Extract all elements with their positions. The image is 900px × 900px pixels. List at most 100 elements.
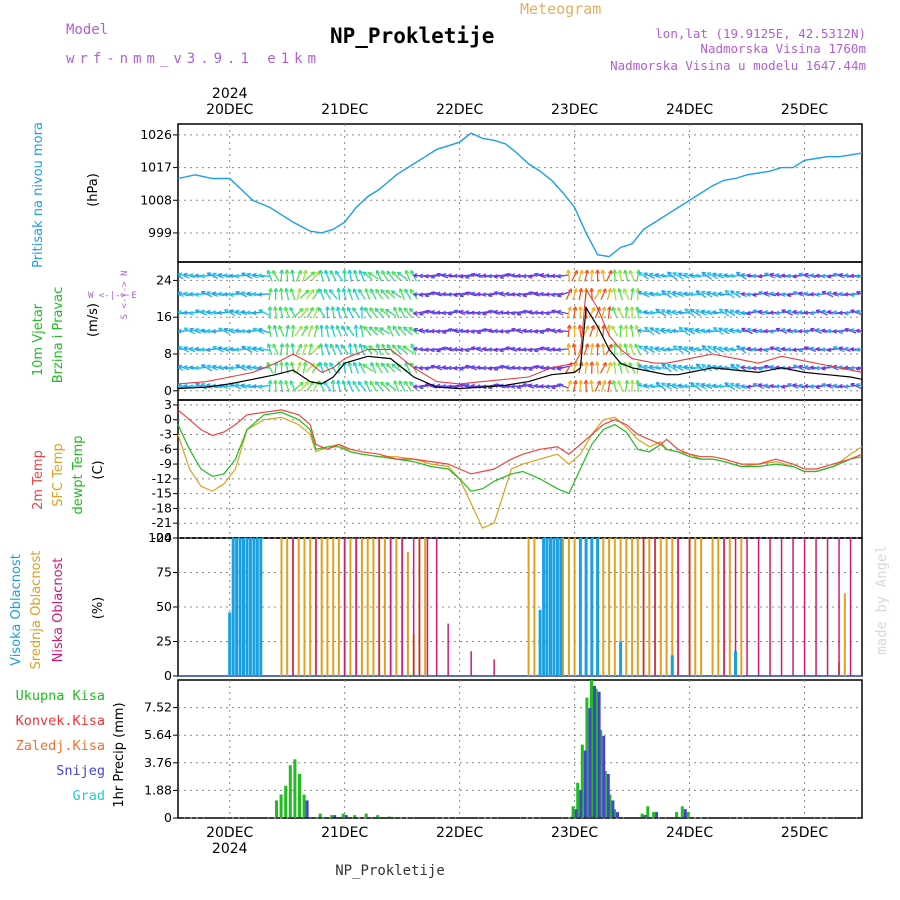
y-tick-label: 1026 <box>140 127 172 142</box>
wind-arrow-head <box>752 292 757 297</box>
wind-compass-ew: W <-|-> E <box>88 291 137 301</box>
wind-arrow-head <box>404 361 409 367</box>
wind-arrow <box>798 365 811 371</box>
wind-arrow-head <box>701 290 706 296</box>
mid-cloud-bar <box>740 538 743 676</box>
wind-arrow <box>590 380 594 393</box>
wind-arrow-head <box>528 291 533 296</box>
wind-arrow-head <box>792 309 797 315</box>
wind-arrow-head <box>706 383 711 388</box>
wind-arrow <box>430 365 443 371</box>
pressure-unit: (hPa) <box>86 173 101 207</box>
wind-arrow-head <box>849 365 855 371</box>
station-title: NP_Prokletije <box>330 24 494 48</box>
wind-arrow-head <box>364 380 369 385</box>
wind-arrow <box>643 345 655 353</box>
wind-arrow-head <box>821 366 826 371</box>
wind-arrow-head <box>596 380 601 385</box>
wind-arrow <box>649 273 661 279</box>
wind-arrow-head <box>257 346 263 352</box>
wind-arrow <box>305 289 315 300</box>
wind-arrow-head <box>746 346 751 352</box>
snow-precip-bar <box>305 800 309 818</box>
high-cloud-bar <box>590 538 594 676</box>
wind-arrow-head <box>380 381 385 386</box>
wind-arrow-head <box>303 343 308 348</box>
wind-arrow <box>308 343 313 356</box>
snow-precip-bar <box>597 691 601 818</box>
wind-arrow-head <box>539 310 544 316</box>
wind-arrow-head <box>700 383 706 388</box>
low-cloud-bar <box>355 538 357 676</box>
wind-arrow-head <box>424 309 430 315</box>
total-precip-bar <box>640 813 644 818</box>
wind-arrow <box>280 269 283 282</box>
wind-arrow-head <box>637 309 642 315</box>
wind-arrow <box>336 306 342 319</box>
high-cloud-bar <box>584 538 588 676</box>
wind-arrow-head <box>741 327 746 332</box>
wind-arrow-head <box>838 272 843 278</box>
wind-arrow-head <box>764 272 769 277</box>
wind-arrow-head <box>769 383 774 389</box>
wind-arrow <box>319 343 324 356</box>
wind-arrow <box>403 326 413 336</box>
mid-cloud-bar <box>625 538 628 676</box>
y-tick-label: 1008 <box>140 192 172 207</box>
mid-cloud-bar <box>360 538 363 676</box>
wind-arrow-head <box>257 384 263 389</box>
wind-arrow-head <box>792 364 798 369</box>
wind-arrow-head <box>729 346 734 352</box>
wind-arrow-head <box>637 271 643 277</box>
wind-arrow-head <box>304 289 310 295</box>
wind-arrow <box>672 364 684 371</box>
wind-arrow <box>649 327 661 335</box>
wind-arrow-head <box>183 310 188 316</box>
wind-arrow-head <box>630 287 635 293</box>
wind-arrow <box>809 384 823 388</box>
cloud-panel: 100 75 50 25 0 <box>148 530 863 683</box>
wind-arrow-head <box>757 328 763 334</box>
wind-arrow <box>358 288 366 300</box>
wind-arrow-head <box>545 310 550 316</box>
wind-arrow <box>713 327 724 335</box>
wind-arrow <box>584 269 589 282</box>
wind-arrow <box>689 366 702 369</box>
wind-arrow-head <box>267 324 272 330</box>
wind-arrow-head <box>775 327 781 333</box>
wind-arrow <box>476 328 489 334</box>
wind-arrow-head <box>304 381 310 386</box>
wind-arrow-head <box>470 310 475 316</box>
wind-arrow <box>618 269 623 282</box>
wind-arrow-head <box>730 363 735 369</box>
wind-arrow-head <box>786 328 792 333</box>
wind-arrow-head <box>792 328 797 334</box>
wind-arrow-head <box>706 309 711 315</box>
low-cloud-bar <box>426 538 429 676</box>
y-tick-label: 999 <box>148 225 172 240</box>
wind-arrow <box>470 329 483 333</box>
wind-arrow-head <box>844 310 849 316</box>
wind-arrow <box>385 382 396 391</box>
wind-arrow-head <box>798 364 803 370</box>
wind-arrow-head <box>660 327 665 333</box>
wind-arrow-head <box>781 328 786 333</box>
wind-arrow-head <box>505 272 510 278</box>
wind-arrow-head <box>487 292 493 298</box>
wind-arrow-head <box>855 273 860 279</box>
wind-arrow <box>470 273 483 279</box>
wind-arrow-head <box>402 326 408 331</box>
wind-arrow <box>284 380 290 393</box>
wind-arrow-head <box>453 346 458 352</box>
wind-arrow <box>229 383 242 390</box>
wind-arrow-head <box>635 379 641 385</box>
wind-arrow-head <box>694 346 700 352</box>
wind-arrow-head <box>273 306 278 311</box>
wind-arrow <box>700 383 713 390</box>
y-tick-label: -6 <box>160 441 173 456</box>
wind-arrow <box>712 346 724 353</box>
bottom-year-label: 2024 <box>212 841 248 857</box>
total-precip-bar <box>353 815 357 818</box>
high-cloud-bar <box>670 655 674 676</box>
wind-arrow-head <box>369 380 375 386</box>
